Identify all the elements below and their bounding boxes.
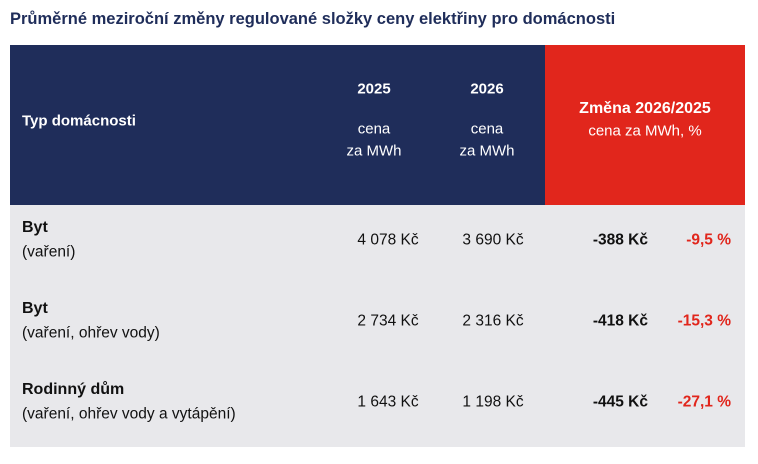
cell-2025: 2 734 Kč <box>357 312 419 330</box>
row-detail: (vaření, ohřev vody a vytápění) <box>22 405 236 423</box>
cell-change: -388 Kč <box>592 231 648 249</box>
header-change-bg <box>545 45 745 205</box>
cell-change-pct: -27,1 % <box>677 393 731 411</box>
cell-change: -445 Kč <box>592 393 648 411</box>
row-detail: (vaření, ohřev vody) <box>22 324 160 342</box>
header-cell: 2026 <box>470 80 504 98</box>
header-sub: cena za MWh, % <box>588 122 702 140</box>
header-cell: Změna 2026/2025 <box>579 100 711 117</box>
row-name: Byt <box>22 219 48 236</box>
header-cell: 2025 <box>357 80 391 98</box>
cell-2026: 3 690 Kč <box>462 231 524 249</box>
header-sub: za MWh <box>346 142 402 160</box>
header-bg <box>10 45 545 205</box>
cell-2025: 1 643 Kč <box>357 393 419 411</box>
body-bg <box>10 205 745 447</box>
header-sub: cena <box>357 120 391 138</box>
header-cell: Typ domácnosti <box>22 112 136 130</box>
row-detail: (vaření) <box>22 243 76 261</box>
row-name: Rodinný dům <box>22 381 125 398</box>
title: Průměrné meziroční změny regulované slož… <box>10 9 616 28</box>
header-sub: za MWh <box>459 142 515 160</box>
cell-change: -418 Kč <box>592 312 648 330</box>
cell-2026: 2 316 Kč <box>462 312 524 330</box>
cell-change-pct: -9,5 % <box>686 231 731 249</box>
cell-change-pct: -15,3 % <box>677 312 731 330</box>
cell-2025: 4 078 Kč <box>357 231 419 249</box>
cell-2026: 1 198 Kč <box>462 393 524 411</box>
row-name: Byt <box>22 300 48 317</box>
header-sub: cena <box>470 120 504 138</box>
